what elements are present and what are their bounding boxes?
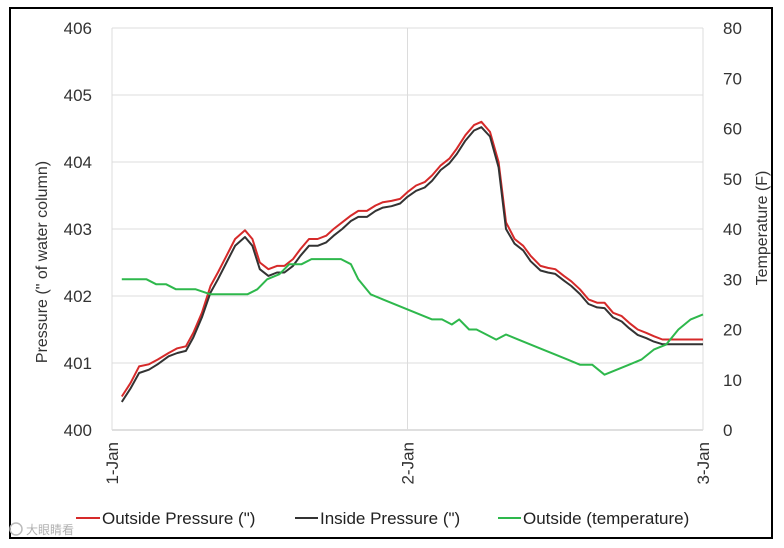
right-tick-label: 0 [723, 421, 732, 440]
legend: Outside Pressure (") Inside Pressure (") O… [76, 509, 689, 528]
legend-label: Outside (temperature) [523, 509, 689, 528]
gridlines [111, 27, 704, 431]
left-tick-label: 403 [64, 220, 92, 239]
left-tick-label: 405 [64, 86, 92, 105]
left-tick-label: 402 [64, 287, 92, 306]
series-lines [120, 120, 704, 403]
right-tick-label: 10 [723, 371, 742, 390]
chart-frame [9, 7, 773, 539]
watermark-icon [9, 522, 23, 536]
legend-label: Inside Pressure (") [320, 509, 460, 528]
right-tick-label: 70 [723, 69, 742, 88]
right-tick-label: 20 [723, 321, 742, 340]
left-tick-label: 400 [64, 421, 92, 440]
right-tick-label: 80 [723, 19, 742, 38]
y-axis-label: Pressure (" of water column) [34, 161, 51, 363]
watermark-text: 大眼睛看 [26, 523, 74, 537]
legend-label: Outside Pressure (") [102, 509, 255, 528]
right-tick-label: 50 [723, 170, 742, 189]
right-axis-ticks: 0 10 20 30 40 50 60 70 80 [723, 19, 742, 440]
right-tick-label: 40 [723, 220, 742, 239]
left-axis-ticks: 400 401 402 403 404 405 406 [64, 19, 92, 440]
watermark: 大眼睛看 [9, 522, 74, 537]
x-axis-ticks: 1-Jan 2-Jan 3-Jan [103, 442, 713, 485]
y2-axis-label: Temperature (F) [754, 171, 771, 286]
series-line [121, 258, 704, 376]
left-tick-label: 401 [64, 354, 92, 373]
right-tick-label: 60 [723, 120, 742, 139]
x-tick-label: 3-Jan [694, 442, 713, 485]
series-line [120, 126, 703, 403]
x-tick-label: 2-Jan [399, 442, 418, 485]
left-tick-label: 404 [64, 153, 92, 172]
left-tick-label: 406 [64, 19, 92, 38]
series-line [120, 120, 703, 398]
x-tick-label: 1-Jan [103, 442, 122, 485]
right-tick-label: 30 [723, 270, 742, 289]
